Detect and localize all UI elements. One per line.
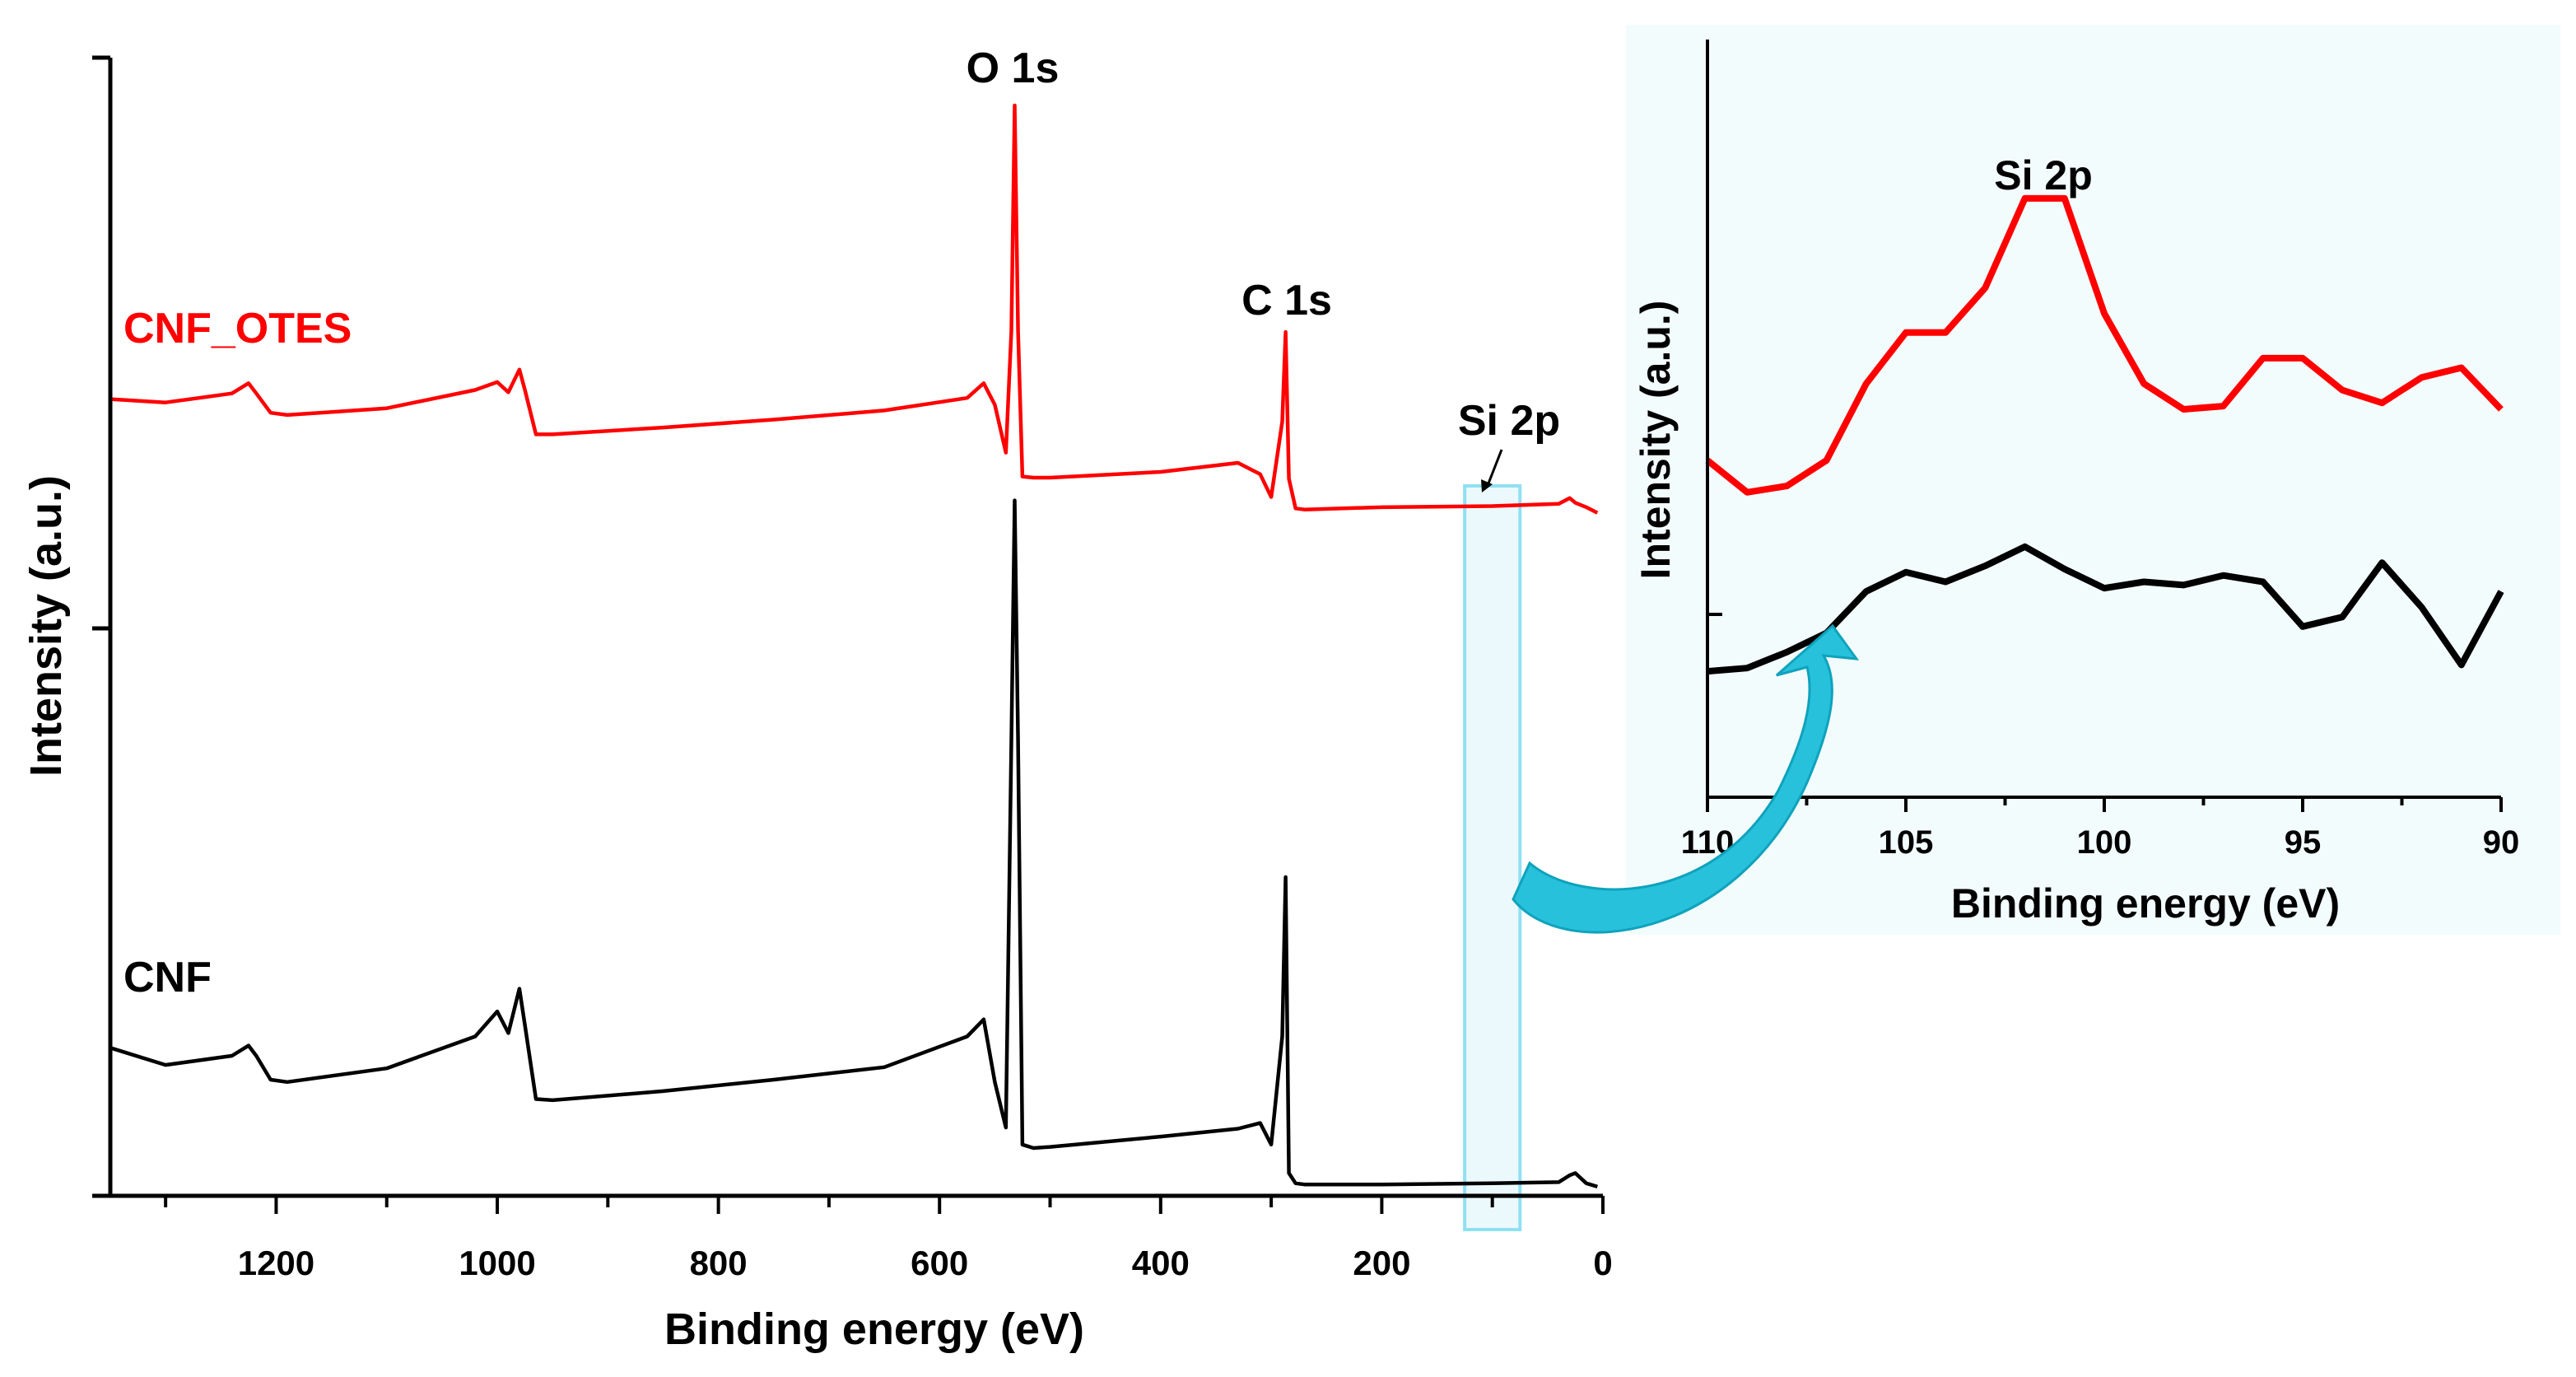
inset-x-tick-label: 105: [1879, 824, 1934, 861]
legend-cnf-otes: CNF_OTES: [123, 305, 352, 352]
main-x-tick-label: 400: [1132, 1244, 1190, 1282]
inset-series-line-cnf-otes: [1705, 194, 2504, 496]
c1s-annotation: C 1s: [1241, 277, 1332, 324]
main-x-tick-label: 1000: [459, 1244, 535, 1282]
main-x-tick-label: 600: [911, 1244, 968, 1282]
zoom-callout-arrow: [1512, 623, 1860, 934]
inset-series-line-cnf: [1707, 543, 2504, 675]
inset-series-group: [1705, 194, 2504, 675]
main-x-axis-label: Binding energy (eV): [664, 1305, 1084, 1354]
inset-chart: 110 105 100 95 90 Si 2p Binding energy (eV) …: [1633, 40, 2519, 927]
main-x-tick-label: 1200: [238, 1244, 314, 1282]
main-x-tick-label: 0: [1593, 1244, 1612, 1282]
si2p-highlight-region: [1463, 484, 1522, 1231]
main-chart: 1200 1000 800 600 400 200 0 O 1s C 1s Si 2p CN…: [21, 44, 1613, 1354]
inset-x-tick-label: 90: [2483, 824, 2520, 861]
inset-y-axis-label: Intensity (a.u.): [1633, 301, 1679, 580]
inset-x-axis-label: Binding energy (eV): [1951, 880, 2340, 927]
main-x-tick-label: 800: [690, 1244, 748, 1282]
inset-x-tick-label: 95: [2285, 824, 2322, 861]
main-y-ticks: [92, 55, 110, 1198]
legend-cnf: CNF: [123, 954, 212, 1001]
main-x-tick-label: 200: [1353, 1244, 1410, 1282]
si2p-annotation: Si 2p: [1458, 397, 1560, 445]
si2p-pointer-arrow: [1485, 449, 1503, 488]
main-x-ticks: 1200 1000 800 600 400 200 0: [164, 1196, 1613, 1282]
main-series-line-cnf-otes: [109, 103, 1599, 515]
main-y-axis-label: Intensity (a.u.): [21, 475, 71, 777]
inset-x-tick-label: 100: [2077, 824, 2132, 861]
o1s-annotation: O 1s: [967, 44, 1060, 92]
main-series-line-cnf: [109, 498, 1598, 1189]
inset-si2p-label: Si 2p: [1994, 152, 2092, 198]
si2p-highlight-box: [1463, 484, 1522, 1231]
main-series-group: [109, 103, 1599, 1189]
si2p-pointer-arrowhead: [1481, 479, 1493, 492]
